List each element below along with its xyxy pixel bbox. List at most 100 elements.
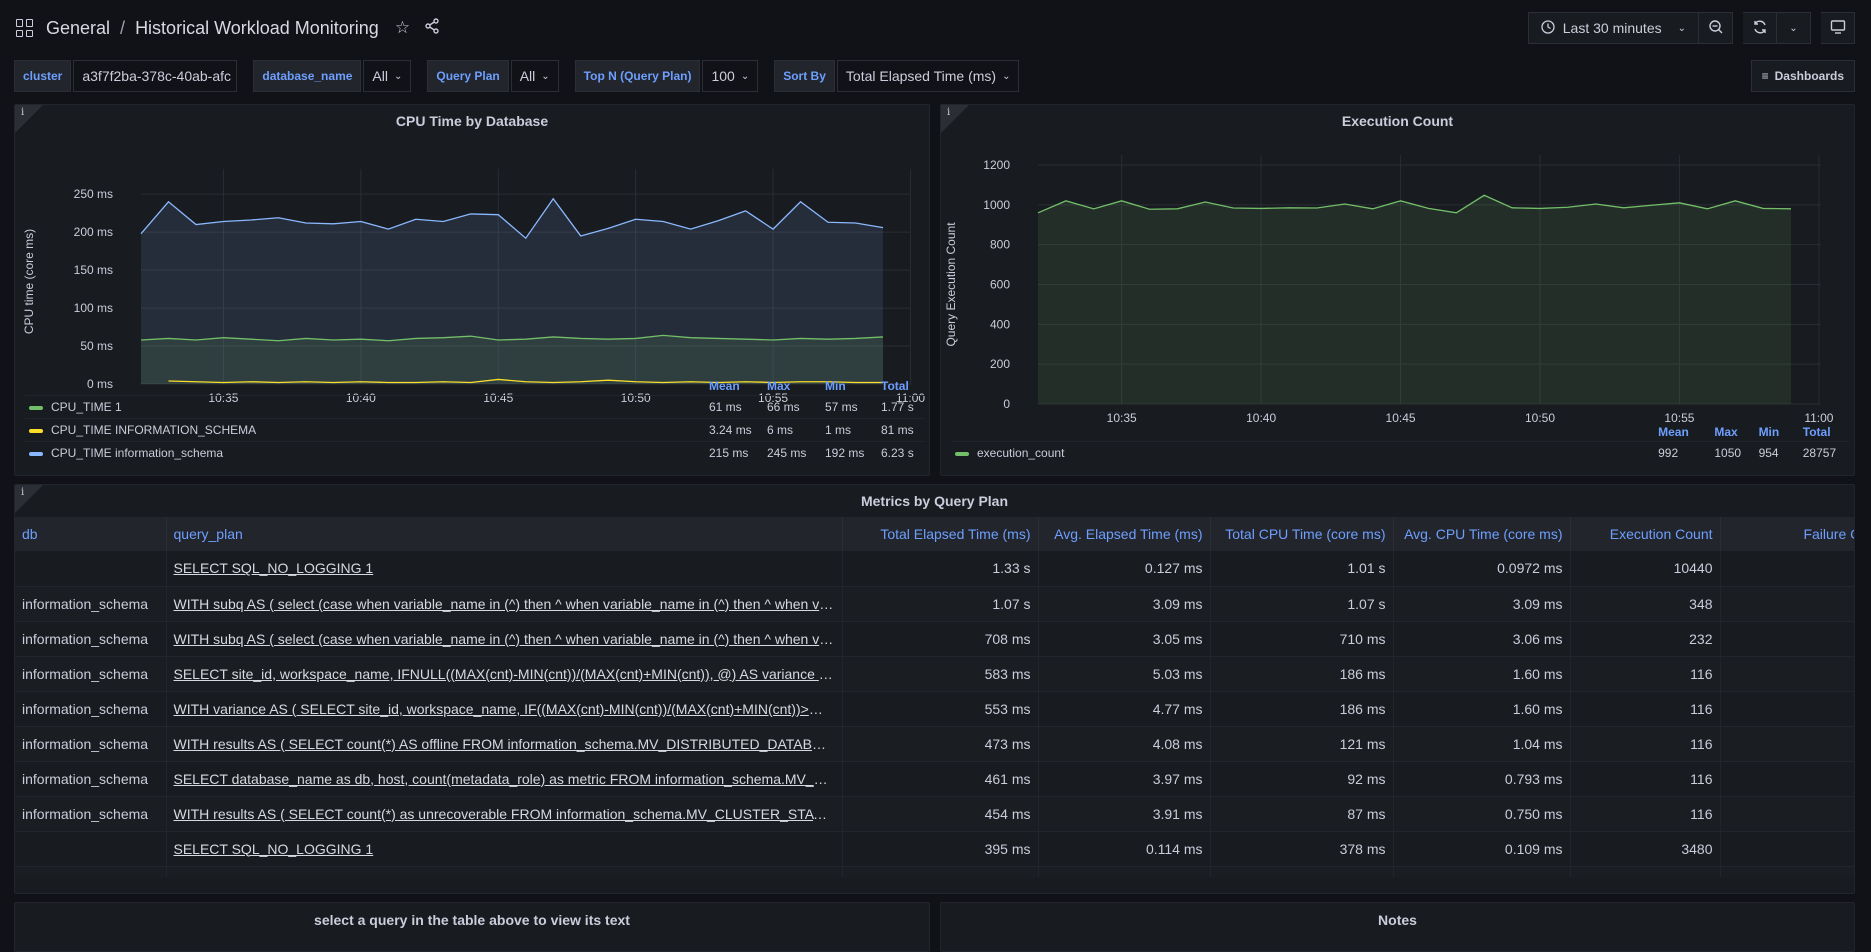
query-plan-select[interactable]: All ⌄	[510, 60, 559, 92]
legend-row[interactable]: CPU_TIME 1 61 ms 66 ms 57 ms 1.77 s	[25, 395, 925, 419]
column-header-db[interactable]: db	[15, 517, 167, 551]
chevron-down-icon: ⌄	[1677, 22, 1686, 34]
sort-by-select[interactable]: Total Elapsed Time (ms) ⌄	[836, 60, 1020, 92]
column-header-total-elapsed[interactable]: Total Elapsed Time (ms)	[842, 517, 1039, 551]
legend-header-max[interactable]: Max	[767, 379, 791, 393]
y-tick-label: 1000	[983, 198, 1010, 212]
table-row[interactable]: information_schema SELECT database_name a…	[15, 761, 1854, 797]
cell-db: information_schema	[15, 796, 167, 832]
apps-grid-icon[interactable]	[16, 19, 34, 37]
legend-min: 954	[1754, 441, 1799, 464]
zoom-out-icon	[1708, 19, 1724, 38]
legend-row[interactable]: CPU_TIME information_schema 215 ms 245 m…	[25, 441, 925, 464]
cell-avg-cpu: 1.60 ms	[1393, 691, 1571, 727]
column-header-query-plan[interactable]: query_plan	[166, 517, 843, 551]
table-row[interactable]: information_schema WITH subq AS ( select …	[15, 621, 1854, 657]
info-icon[interactable]: i	[21, 487, 25, 498]
y-tick-label: 200 ms	[74, 225, 113, 239]
execution-count-chart[interactable]: 0 200 400 600 800 1000 1200 10:35 10:40 10:45 10:5…	[941, 133, 1856, 449]
legend-header-mean[interactable]: Mean	[1658, 425, 1689, 439]
cell-query-plan[interactable]: WITH subq AS ( select (case when variabl…	[166, 586, 843, 622]
legend-swatch	[955, 451, 969, 456]
cell-avg-cpu: 1.04 ms	[1393, 726, 1571, 762]
y-tick-label: 600	[990, 278, 1010, 292]
refresh-interval-dropdown[interactable]: ⌄	[1777, 12, 1811, 44]
notes-panel: Notes	[940, 902, 1855, 952]
cell-query-plan[interactable]: select a.database_name, a.num_partitions…	[166, 866, 843, 877]
cell-total-cpu: 710 ms	[1210, 621, 1394, 657]
breadcrumb-folder[interactable]: General	[46, 17, 111, 38]
cell-execution-count: 116	[1570, 726, 1721, 762]
y-tick-label: 1200	[983, 158, 1010, 172]
cell-db: information_schema	[15, 586, 167, 622]
panel-title: Execution Count	[1341, 113, 1454, 129]
table-row[interactable]: information_schemaselect a.database_name…	[15, 866, 1854, 877]
series-line	[140, 334, 884, 342]
legend-header-total[interactable]: Total	[1802, 425, 1831, 439]
panel-info-corner[interactable]	[941, 105, 969, 133]
cell-total-elapsed: 395 ms	[842, 831, 1039, 867]
legend-header-max[interactable]: Max	[1714, 425, 1738, 439]
legend-min: 57 ms	[821, 395, 877, 419]
tv-mode-button[interactable]	[1821, 12, 1855, 44]
legend-row[interactable]: execution_count 992 1050 954 28757	[951, 441, 1849, 464]
share-icon[interactable]	[424, 17, 440, 39]
y-tick-label: 100 ms	[74, 301, 113, 315]
top-n-select[interactable]: 100 ⌄	[702, 60, 759, 92]
info-icon[interactable]: i	[21, 107, 25, 118]
cell-avg-cpu: 0.750 ms	[1393, 796, 1571, 832]
cell-query-plan[interactable]: SELECT database_name as db, host, count(…	[166, 761, 843, 797]
info-icon[interactable]: i	[947, 107, 951, 118]
y-tick-label: 400	[990, 317, 1010, 331]
column-header-execution-count[interactable]: Execution Count	[1570, 517, 1721, 551]
column-header-avg-cpu[interactable]: Avg. CPU Time (core ms)	[1393, 517, 1571, 551]
table-row[interactable]: information_schema SELECT site_id, worksp…	[15, 656, 1854, 692]
cell-failure-count	[1720, 656, 1854, 692]
y-tick-label: 0	[1003, 397, 1010, 411]
cell-query-plan[interactable]: WITH subq AS ( select (case when variabl…	[166, 621, 843, 657]
cell-query-plan[interactable]: SELECT SQL_NO_LOGGING 1	[166, 831, 843, 867]
cell-total-cpu: 1.07 s	[1210, 586, 1394, 622]
table-row[interactable]: information_schema WITH results AS ( SELE…	[15, 726, 1854, 762]
refresh-button[interactable]	[1743, 12, 1777, 44]
cell-avg-cpu: 0.793 ms	[1393, 761, 1571, 797]
column-header-avg-elapsed[interactable]: Avg. Elapsed Time (ms)	[1038, 517, 1211, 551]
cell-avg-cpu: 3.06 ms	[1393, 621, 1571, 657]
cell-query-plan[interactable]: SELECT SQL_NO_LOGGING 1	[166, 551, 843, 587]
chevron-down-icon: ⌄	[393, 70, 403, 82]
panel-info-corner[interactable]	[15, 485, 43, 513]
legend-row[interactable]: CPU_TIME INFORMATION_SCHEMA 3.24 ms 6 ms…	[25, 418, 925, 442]
cell-query-plan[interactable]: WITH variance AS ( SELECT site_id, works…	[166, 691, 843, 727]
top-n-value: 100	[711, 68, 735, 84]
database-name-select[interactable]: All ⌄	[363, 60, 412, 92]
panel-info-corner[interactable]	[15, 105, 43, 133]
zoom-out-button[interactable]	[1699, 12, 1733, 44]
legend-header-min[interactable]: Min	[1758, 425, 1780, 439]
cell-total-elapsed: 212 ms	[842, 866, 1039, 877]
cell-query-plan[interactable]: WITH results AS ( SELECT count(*) as unr…	[166, 796, 843, 832]
x-tick-label: 10:35	[1107, 411, 1137, 425]
table-row[interactable]: information_schema WITH subq AS ( select …	[15, 586, 1854, 622]
legend-header-total[interactable]: Total	[881, 379, 909, 393]
table-row[interactable]: SELECT SQL_NO_LOGGING 1 395 ms 0.114 ms 378…	[15, 831, 1854, 867]
star-icon[interactable]: ☆	[394, 18, 411, 37]
cell-total-cpu: 378 ms	[1210, 831, 1394, 867]
time-range-picker[interactable]: Last 30 minutes ⌄	[1527, 12, 1699, 44]
cell-query-plan[interactable]: WITH results AS ( SELECT count(*) AS off…	[166, 726, 843, 762]
table-row[interactable]: information_schema WITH results AS ( SELE…	[15, 796, 1854, 832]
column-header-total-cpu[interactable]: Total CPU Time (core ms)	[1210, 517, 1394, 551]
y-axis-label: Query Execution Count	[944, 222, 958, 347]
legend-header-mean[interactable]: Mean	[709, 379, 740, 393]
legend-header-min[interactable]: Min	[825, 379, 846, 393]
cell-query-plan[interactable]: SELECT site_id, workspace_name, IFNULL((…	[166, 656, 843, 692]
cell-failure-count	[1720, 761, 1854, 797]
table-row[interactable]: information_schema WITH variance AS ( SEL…	[15, 691, 1854, 727]
table-row[interactable]: SELECT SQL_NO_LOGGING 1 1.33 s 0.127 ms 1.0…	[15, 551, 1854, 587]
legend-mean: 992	[1654, 441, 1711, 464]
cluster-input[interactable]: a3f7f2ba-378c-40ab-afc	[73, 60, 238, 92]
legend-total: 6.23 s	[877, 441, 925, 464]
cell-avg-elapsed: 7.31 ms	[1038, 866, 1211, 877]
column-header-failure-count[interactable]: Failure Count	[1720, 517, 1854, 551]
dashboards-button[interactable]: ≡ Dashboards	[1750, 60, 1855, 92]
